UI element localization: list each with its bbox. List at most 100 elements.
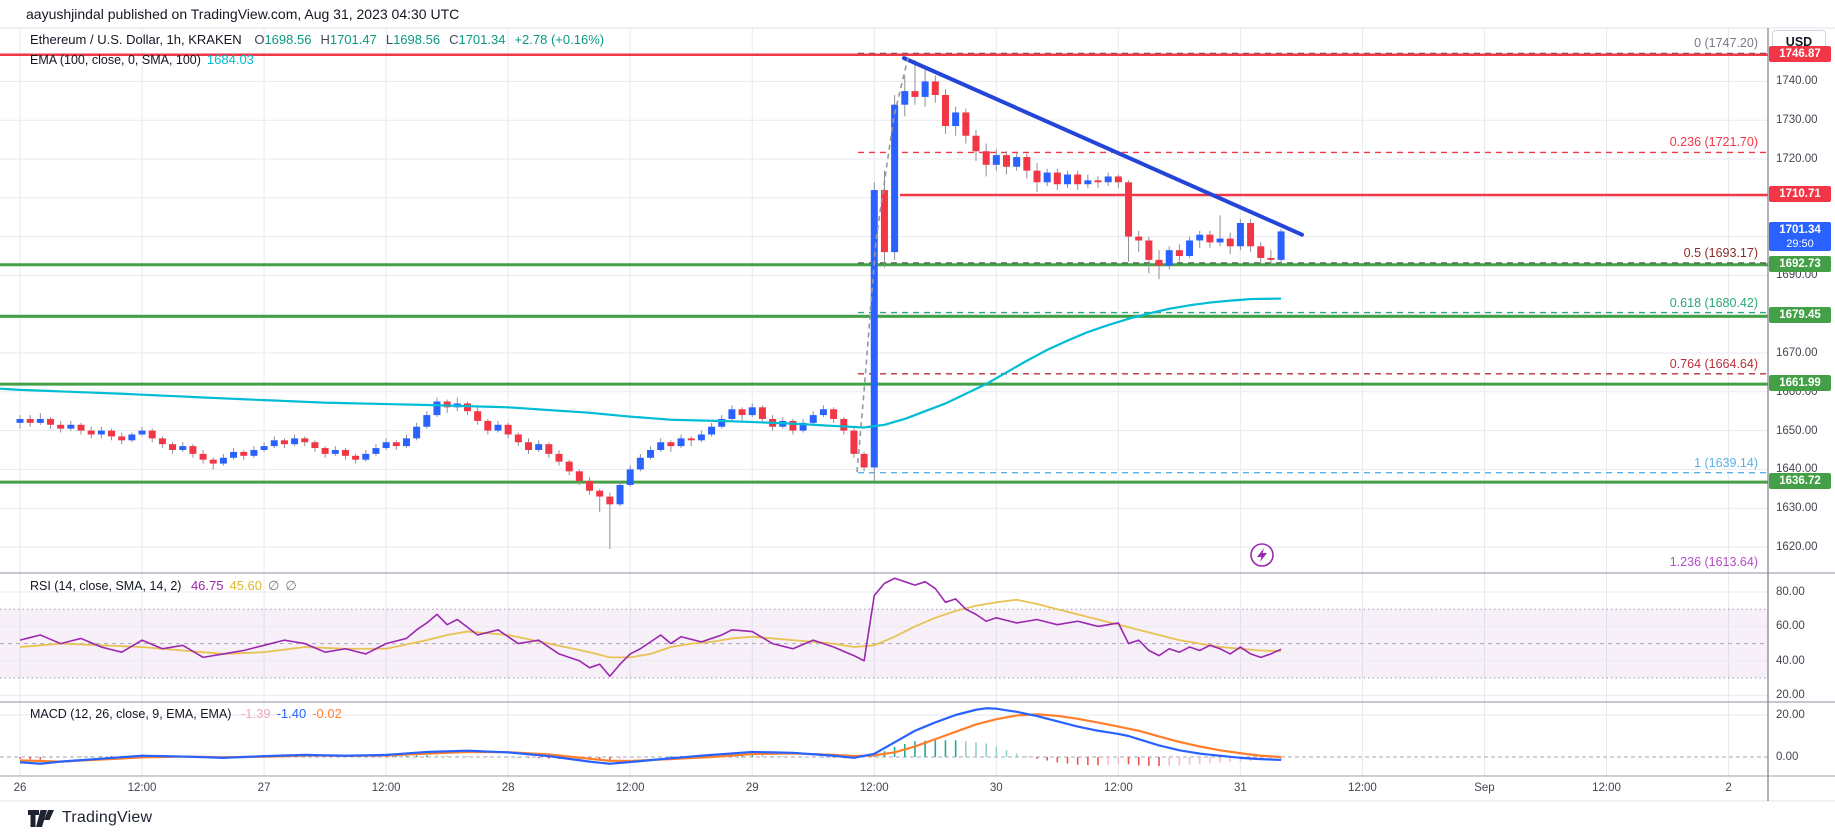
candle-body [636, 457, 644, 470]
candle-body [1196, 234, 1204, 241]
trendline[interactable] [902, 56, 1304, 237]
indicator-value: -1.39 [240, 706, 271, 721]
candle-body [219, 457, 227, 464]
candle-body [1074, 174, 1082, 185]
candle-body [1135, 236, 1143, 241]
candle-body [240, 451, 248, 456]
candle-body [575, 471, 583, 482]
rsi-label: RSI (14, close, SMA, 14, 2) [30, 579, 182, 593]
candle-body [545, 444, 553, 454]
candle-body [840, 418, 848, 431]
rsi-axis-label: 40.00 [1776, 654, 1805, 667]
candle-body [291, 438, 299, 445]
price-axis-label: 1630.00 [1776, 502, 1818, 515]
time-axis[interactable]: 26 12:00 27 12:00 28 12:00 29 12:00 30 12:00 31 12:… [0, 777, 1768, 801]
publish-header: aayushjindal published on TradingView.co… [26, 6, 460, 22]
candle-body [158, 438, 166, 445]
price-axis[interactable]: 1740.00 1730.00 1720.00 1690.00 1670.00 1660.… [1768, 28, 1835, 801]
fib-level-label[interactable]: 1 (1639.14) [1694, 455, 1758, 470]
candle-body [402, 438, 410, 447]
ema-legend[interactable]: EMA (100, close, 0, SMA, 100) 1684.03 [30, 52, 254, 67]
macd-signal-line [19, 713, 1282, 763]
candle-body [1145, 240, 1153, 260]
fib-level-label[interactable]: 0.5 (1693.17) [1683, 246, 1758, 261]
candle-body [901, 91, 909, 105]
symbol-title: Ethereum / U.S. Dollar, 1h, KRAKEN [30, 32, 242, 47]
candle-body [1247, 223, 1255, 247]
candle-body [392, 442, 400, 447]
candle-body [891, 104, 899, 253]
candle-body [677, 438, 685, 447]
indicator-value: 45.60 [229, 578, 263, 593]
candle-body [514, 434, 522, 443]
candle-body [1084, 180, 1092, 185]
price-axis-label: 1740.00 [1776, 75, 1818, 88]
candle-body [474, 411, 482, 421]
candle-body [260, 446, 268, 450]
candle-body [1114, 176, 1122, 183]
candle-body [209, 459, 217, 464]
tradingview-logo-icon [28, 809, 54, 827]
macd-line [19, 707, 1282, 765]
candle-body [850, 430, 858, 454]
price-badge: 1701.34 29:50 [1769, 222, 1831, 252]
ohlc-value: O1698.56 [254, 32, 312, 47]
candle-body [1165, 250, 1173, 266]
fib-level-label[interactable]: 1.236 (1613.64) [1669, 554, 1758, 569]
fib-level-label[interactable]: 0.618 (1680.42) [1669, 295, 1758, 310]
candle-body [1277, 231, 1285, 260]
candle-body [687, 438, 695, 441]
candle-body [67, 424, 75, 429]
candle-body [708, 426, 716, 435]
candle-body [1236, 223, 1244, 247]
candle-body [860, 453, 868, 468]
candle-body [352, 455, 360, 460]
candle-body [758, 407, 766, 419]
macd-legend[interactable]: MACD (12, 26, close, 9, EMA, EMA) -1.39-… [30, 706, 342, 721]
candle-body [128, 434, 136, 441]
candle-body [1104, 176, 1112, 183]
macd-axis-label: 0.00 [1776, 751, 1799, 763]
candle-body [921, 81, 929, 97]
candle-body [992, 155, 1000, 165]
candle-body [1175, 250, 1183, 256]
candle-body [657, 442, 665, 450]
time-axis-label: 12:00 [615, 782, 645, 794]
candle-body [606, 496, 614, 505]
time-axis-label: 12:00 [1348, 782, 1377, 794]
rsi-legend[interactable]: RSI (14, close, SMA, 14, 2) 46.75 45.60 ∅ ∅ [30, 578, 297, 594]
time-axis-label: 31 [1233, 782, 1247, 794]
candle-body [1206, 234, 1214, 243]
fib-level-label[interactable]: 0.764 (1664.64) [1669, 356, 1758, 371]
candle-body [586, 481, 594, 491]
fib-level-label[interactable]: 0 (1747.20) [1694, 36, 1758, 51]
candle-body [870, 190, 878, 468]
macd-label: MACD (12, 26, close, 9, EMA, EMA) [30, 707, 232, 721]
price-axis-label: 1720.00 [1776, 153, 1818, 165]
indicator-value: ∅ [268, 578, 280, 593]
ema-line[interactable] [0, 297, 1282, 429]
candle-body [57, 424, 65, 429]
candle-body [982, 151, 990, 165]
fib-level-label[interactable]: 0.236 (1721.70) [1669, 135, 1758, 150]
ema-label: EMA (100, close, 0, SMA, 100) [30, 53, 201, 67]
candle-body [413, 426, 421, 439]
price-axis-label: 1620.00 [1776, 541, 1818, 553]
candle-body [36, 418, 44, 423]
candle-body [1186, 240, 1194, 256]
candle-body [230, 451, 238, 458]
candle-body [423, 415, 431, 427]
time-axis-label: 26 [13, 782, 27, 794]
candle-body [47, 418, 55, 425]
time-axis-label: 30 [989, 782, 1003, 794]
candle-body [250, 450, 258, 456]
candle-body [382, 442, 390, 449]
candle-body [718, 418, 726, 427]
symbol-legend[interactable]: Ethereum / U.S. Dollar, 1h, KRAKEN O1698… [30, 32, 604, 47]
change-value: +2.78 (+0.16%) [514, 32, 605, 47]
candle-body [962, 112, 970, 136]
time-axis-label: 12:00 [1103, 782, 1133, 794]
candle-body [525, 442, 532, 450]
tradingview-logo[interactable]: TradingView [28, 809, 152, 827]
